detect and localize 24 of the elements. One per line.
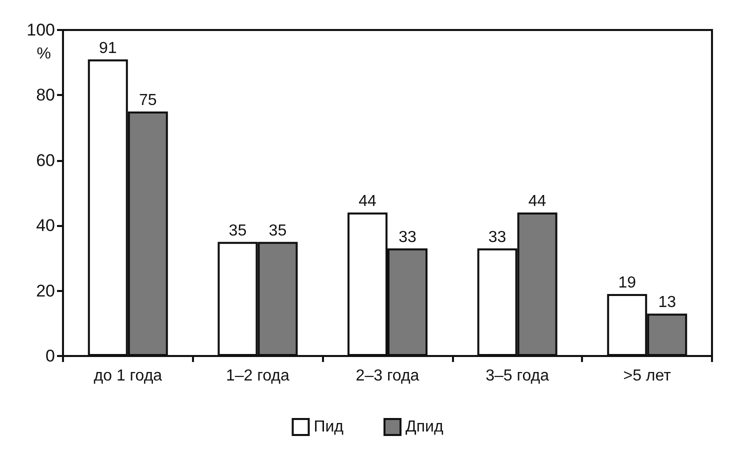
- y-tick-label: 100: [26, 20, 55, 40]
- y-tick-label: 80: [36, 86, 55, 105]
- x-tick-label: 3–5 года: [486, 368, 550, 384]
- y-tick-label: 40: [36, 216, 55, 236]
- legend-label: Дпид: [406, 418, 444, 436]
- x-tick-label: до 1 года: [94, 368, 162, 384]
- data-label: 44: [358, 193, 376, 210]
- data-label: 75: [139, 92, 157, 109]
- x-tick-label: 2–3 года: [356, 368, 420, 384]
- y-tick-label: 0: [46, 346, 55, 366]
- legend-label: Пид: [314, 418, 344, 436]
- y-tick-label: 60: [36, 150, 55, 170]
- data-label: 44: [528, 193, 546, 210]
- data-label: 13: [658, 294, 676, 312]
- data-label: 91: [99, 40, 117, 57]
- data-label: 19: [618, 274, 636, 292]
- data-label: 33: [488, 228, 506, 246]
- data-label: 35: [268, 222, 287, 240]
- y-axis-title: %: [36, 46, 51, 62]
- data-label: 33: [398, 228, 416, 246]
- x-tick-label: 1–2 года: [226, 368, 290, 384]
- y-tick-label: 20: [36, 281, 55, 300]
- x-tick-label: >5 лет: [623, 368, 672, 384]
- data-label: 35: [228, 222, 247, 240]
